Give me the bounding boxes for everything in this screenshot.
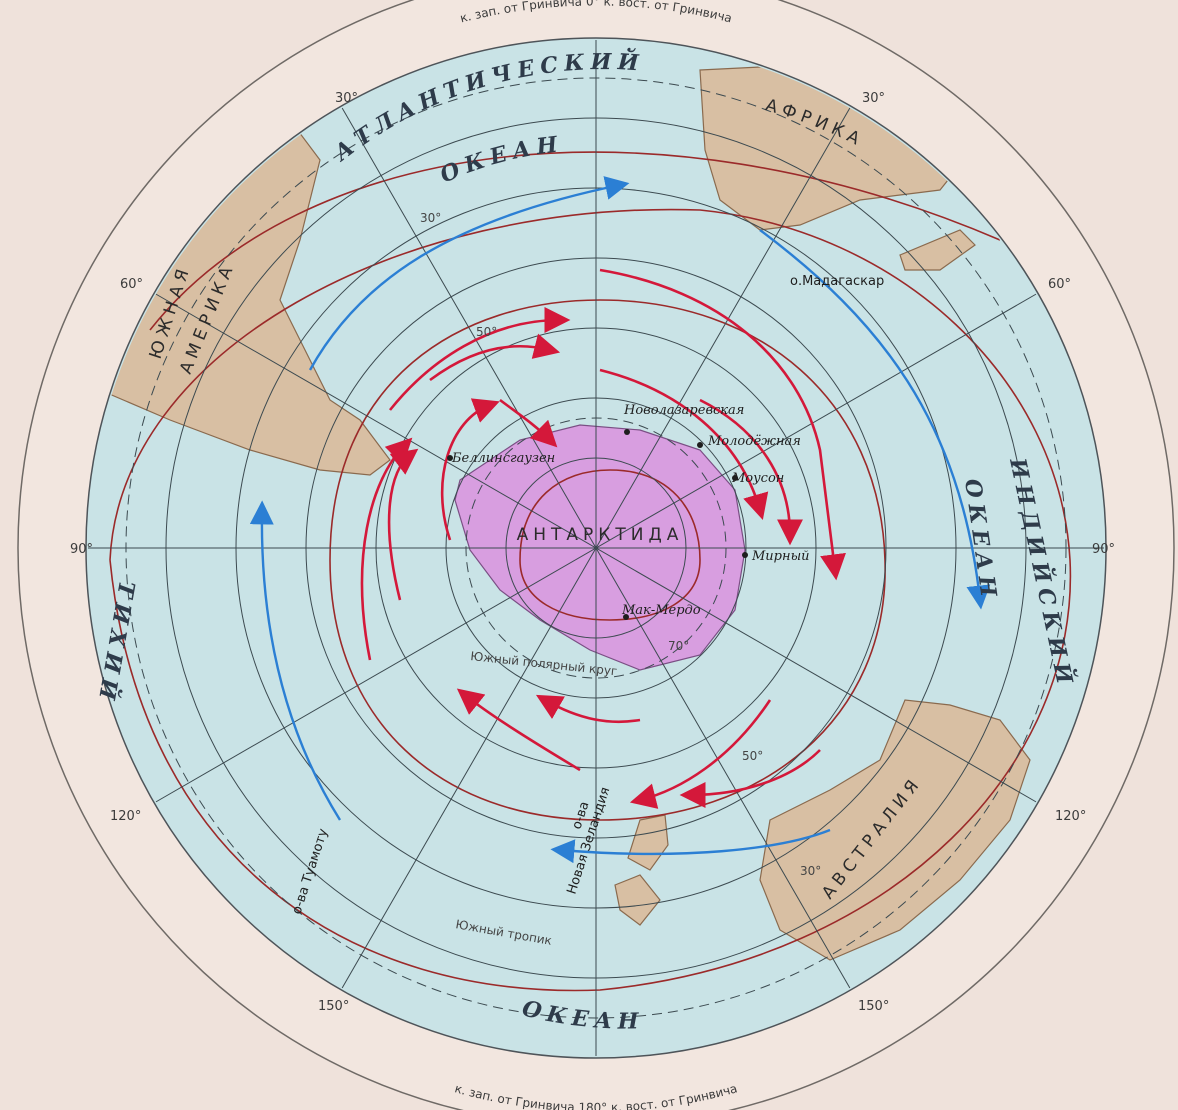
deg-label-right-120: 120° <box>1055 809 1086 824</box>
lat-label-30-australia: 30° <box>800 864 821 878</box>
station-mawson: Моусон <box>731 471 784 486</box>
deg-label-left-60: 60° <box>120 277 143 292</box>
station-novolazarevskaya: Новолазаревская <box>623 403 744 418</box>
cold-currents <box>249 176 991 864</box>
madagascar-label: о.Мадагаскар <box>790 274 884 289</box>
deg-label-right-60: 60° <box>1048 277 1071 292</box>
lat-label-50-bottom: 50° <box>742 749 763 763</box>
station-markers <box>447 429 748 620</box>
deg-label-bottom-right-150: 150° <box>858 999 889 1014</box>
lat-label-50-top: 50° <box>476 325 497 339</box>
lat-label-30-top: 30° <box>420 211 441 225</box>
deg-label-left-120: 120° <box>110 809 141 824</box>
station-mirny: Мирный <box>751 549 810 564</box>
isotherm-lines <box>109 151 1072 992</box>
station-bellingshausen: Беллинсгаузен <box>451 451 555 466</box>
lat-label-70: 70° <box>668 639 689 653</box>
antarctica-label: АНТАРКТИДА <box>517 525 684 545</box>
deg-label-top-left-30: 30° <box>335 91 358 106</box>
station-mcmurdo: Мак-Мердо <box>621 603 701 618</box>
deg-label-top-right-30: 30° <box>862 91 885 106</box>
warm-currents <box>360 268 846 809</box>
deg-label-bottom-left-150: 150° <box>318 999 349 1014</box>
australia-landmass <box>759 699 1031 961</box>
deg-label-right-90: 90° <box>1092 542 1115 557</box>
madagascar-landmass <box>899 229 976 271</box>
station-molodezhnaya: Молодёжная <box>707 434 801 449</box>
deg-label-left-90: 90° <box>70 542 93 557</box>
